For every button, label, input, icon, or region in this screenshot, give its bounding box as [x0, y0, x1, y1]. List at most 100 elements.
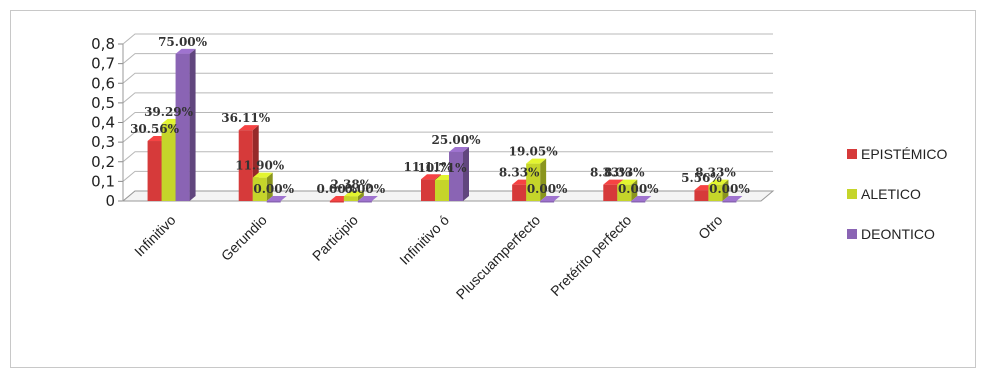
data-label: 8.33%	[695, 166, 736, 180]
y-tick-label: 0,7	[91, 55, 115, 73]
category-labels: Infinitivo Gerundio Participio Infinitivo ó…	[131, 212, 726, 303]
bar	[421, 179, 435, 201]
y-tick-label: 0,2	[91, 153, 115, 171]
bar	[526, 163, 541, 201]
bar-top	[421, 174, 441, 180]
data-label: 0.00%	[709, 182, 750, 196]
gridline	[122, 33, 773, 45]
gridline	[122, 72, 773, 84]
gridlines	[118, 33, 773, 202]
bar-side	[266, 172, 273, 201]
bar-top	[722, 196, 743, 201]
category-label: Pretérito perfecto	[547, 212, 634, 299]
gridline	[122, 92, 773, 104]
bar	[722, 201, 737, 203]
bar	[540, 201, 555, 203]
data-label: 10.71%	[418, 161, 468, 175]
category-label: Infinitivo ó	[396, 212, 452, 268]
bar-top	[343, 191, 364, 197]
y-tick-label: 0,1	[91, 172, 115, 190]
data-label: 8.33%	[604, 166, 645, 180]
data-label: 30.56%	[130, 122, 180, 136]
data-label: 0.00%	[253, 182, 294, 196]
category-label: Infinitivo	[131, 212, 179, 260]
y-tick-label: 0,5	[91, 94, 115, 112]
legend-label: ALETICO	[861, 186, 921, 202]
bar-chart: 30.56%39.29%75.00%36.11%11.90%0.00% 0.00%…	[91, 33, 947, 303]
gridline	[122, 53, 773, 65]
bar-side	[189, 48, 196, 201]
y-tick-label: 0,8	[91, 35, 115, 53]
data-label: 8.33%	[499, 166, 540, 180]
data-label: 11.90%	[235, 159, 285, 173]
bar-top	[617, 179, 638, 185]
data-label: 8.33%	[590, 166, 631, 180]
bar-side	[357, 191, 364, 201]
bar-top	[708, 179, 729, 185]
bar	[329, 201, 344, 203]
data-label: 5.56%	[681, 171, 722, 185]
bar	[266, 201, 281, 203]
bar	[449, 151, 463, 201]
category-label: Gerundio	[218, 212, 270, 264]
bar-side	[463, 146, 469, 201]
y-tick-label: 0,3	[91, 133, 115, 151]
bar	[512, 184, 527, 201]
gridline	[122, 112, 773, 123]
bar-top	[175, 48, 196, 54]
gridline	[122, 170, 773, 182]
bar	[435, 179, 449, 201]
y-tick-label: 0	[105, 192, 115, 210]
gridline	[122, 131, 773, 143]
bar-side	[722, 179, 729, 201]
legend-swatch	[847, 189, 857, 199]
bar-side	[540, 158, 547, 201]
category-label: Otro	[695, 212, 726, 243]
data-label: 0.00%	[317, 182, 358, 196]
bar-top	[540, 196, 561, 201]
legend-label: DEONTICO	[861, 226, 935, 242]
data-label: 25.00%	[432, 133, 482, 147]
bar-top	[526, 158, 547, 164]
data-label: 0.00%	[527, 182, 568, 196]
data-label: 0.00%	[345, 182, 386, 196]
bar-top	[603, 179, 624, 185]
bar	[708, 184, 723, 201]
bar	[694, 190, 709, 201]
bars	[147, 48, 743, 203]
data-label: 36.11%	[221, 111, 271, 125]
data-label: 2.38%	[331, 177, 372, 191]
data-label: 11.11%	[404, 160, 454, 174]
y-tick-labels: 0 0,10,2 0,30,4 0,5 0,60,7 0,8	[91, 35, 115, 210]
legend-swatch	[847, 149, 857, 159]
data-label: 39.29%	[144, 105, 194, 119]
bar	[617, 184, 632, 201]
y-tick-label: 0,6	[91, 74, 115, 92]
bar-top	[252, 172, 273, 178]
data-labels: 30.56%39.29%75.00%36.11%11.90%0.00% 0.00%…	[130, 35, 750, 196]
bar	[147, 141, 162, 201]
category-label: Pluscuamperfecto	[453, 212, 544, 303]
data-label: 75.00%	[158, 35, 208, 49]
data-label: 0.00%	[618, 182, 659, 196]
category-label: Participio	[309, 212, 361, 264]
y-tick-label: 0,4	[91, 114, 115, 132]
bar-top	[238, 125, 259, 131]
legend-swatch	[847, 229, 857, 239]
gridline	[122, 151, 773, 163]
bar	[631, 201, 646, 203]
data-label: 19.05%	[509, 145, 559, 159]
chart-frame: 30.56% 39.29% 75.00% 36.11% 11.90% 0.00% 0.00%…	[10, 10, 976, 368]
bar	[603, 184, 618, 201]
bar-top	[357, 196, 378, 201]
bar-top	[266, 196, 287, 201]
bar	[175, 53, 190, 201]
bar-top	[449, 146, 469, 152]
legend-label: EPISTÉMICO	[861, 146, 947, 162]
bar	[357, 201, 372, 203]
bar-top	[631, 196, 652, 201]
legend: EPISTÉMICO ALETICO DEONTICO	[847, 146, 947, 242]
bar-side	[631, 179, 638, 201]
bar	[343, 196, 358, 201]
bar	[252, 177, 267, 201]
